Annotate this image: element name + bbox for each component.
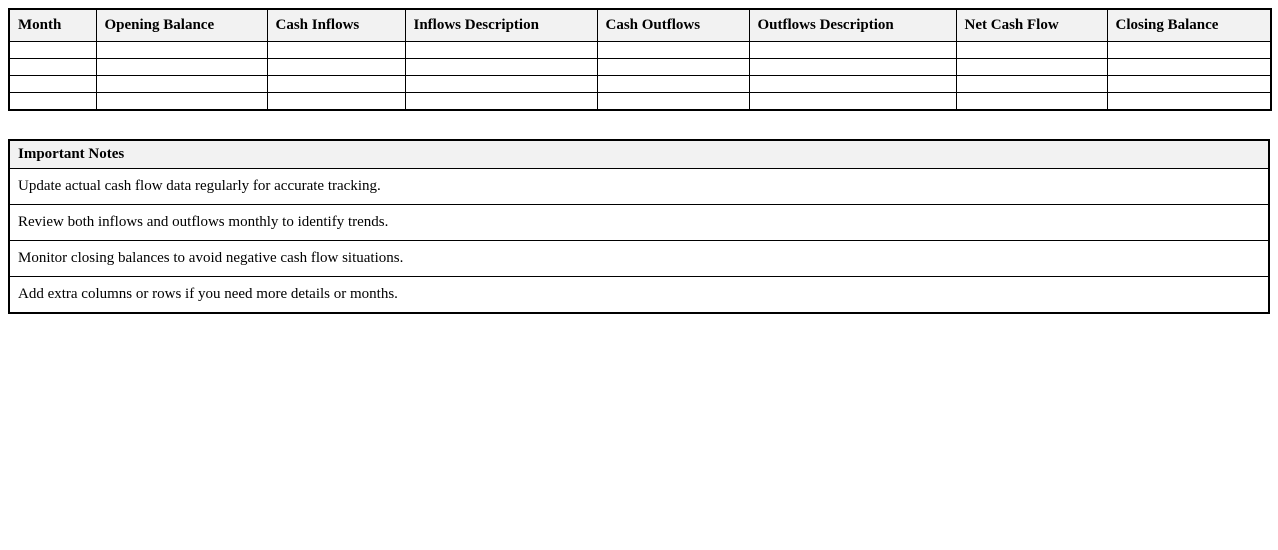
- empty-cell: [748, 58, 957, 76]
- empty-cell: [404, 58, 598, 76]
- empty-cell: [1106, 75, 1272, 93]
- empty-cell: [404, 75, 598, 93]
- column-header-closing-balance: Closing Balance: [1106, 8, 1272, 42]
- empty-data-row: [8, 75, 1272, 93]
- empty-cell: [266, 58, 406, 76]
- empty-cell: [955, 58, 1108, 76]
- empty-cell: [748, 41, 957, 59]
- empty-cell: [1106, 92, 1272, 110]
- empty-cell: [95, 41, 268, 59]
- empty-cell: [266, 75, 406, 93]
- empty-cell: [748, 75, 957, 93]
- empty-cell: [95, 92, 268, 110]
- empty-cell: [8, 41, 97, 59]
- empty-cell: [404, 41, 598, 59]
- empty-cell: [955, 92, 1108, 110]
- empty-data-row: [8, 58, 1272, 76]
- empty-cell: [8, 92, 97, 110]
- empty-cell: [596, 92, 750, 110]
- empty-cell: [95, 75, 268, 93]
- empty-cell: [1106, 41, 1272, 59]
- note-text: Review both inflows and outflows monthly…: [8, 203, 1270, 241]
- empty-data-row: [8, 41, 1272, 59]
- column-header-net-cash-flow: Net Cash Flow: [955, 8, 1108, 42]
- empty-data-row: [8, 92, 1272, 110]
- notes-header-row: Important Notes: [8, 139, 1270, 169]
- note-text: Add extra columns or rows if you need mo…: [8, 275, 1270, 313]
- column-header-month: Month: [8, 8, 97, 42]
- empty-cell: [748, 92, 957, 110]
- note-text: Update actual cash flow data regularly f…: [8, 167, 1270, 205]
- empty-cell: [404, 92, 598, 110]
- column-header-inflows-description: Inflows Description: [404, 8, 598, 42]
- important-notes-table: Important Notes Update actual cash flow …: [8, 138, 1270, 314]
- empty-cell: [596, 75, 750, 93]
- note-text: Monitor closing balances to avoid negati…: [8, 239, 1270, 277]
- note-row: Add extra columns or rows if you need mo…: [8, 275, 1270, 313]
- empty-cell: [596, 41, 750, 59]
- note-row: Monitor closing balances to avoid negati…: [8, 239, 1270, 277]
- column-header-cash-outflows: Cash Outflows: [596, 8, 750, 42]
- empty-cell: [8, 75, 97, 93]
- empty-cell: [266, 41, 406, 59]
- empty-cell: [955, 41, 1108, 59]
- empty-cell: [1106, 58, 1272, 76]
- empty-cell: [266, 92, 406, 110]
- column-header-cash-inflows: Cash Inflows: [266, 8, 406, 42]
- column-header-opening-balance: Opening Balance: [95, 8, 268, 42]
- column-header-outflows-description: Outflows Description: [748, 8, 957, 42]
- note-row: Review both inflows and outflows monthly…: [8, 203, 1270, 241]
- empty-cell: [596, 58, 750, 76]
- notes-title: Important Notes: [8, 139, 1270, 169]
- note-row: Update actual cash flow data regularly f…: [8, 167, 1270, 205]
- empty-cell: [8, 58, 97, 76]
- empty-cell: [955, 75, 1108, 93]
- cash-flow-table: Month Opening Balance Cash Inflows Inflo…: [8, 8, 1272, 111]
- cash-flow-header-row: Month Opening Balance Cash Inflows Inflo…: [8, 8, 1272, 42]
- empty-cell: [95, 58, 268, 76]
